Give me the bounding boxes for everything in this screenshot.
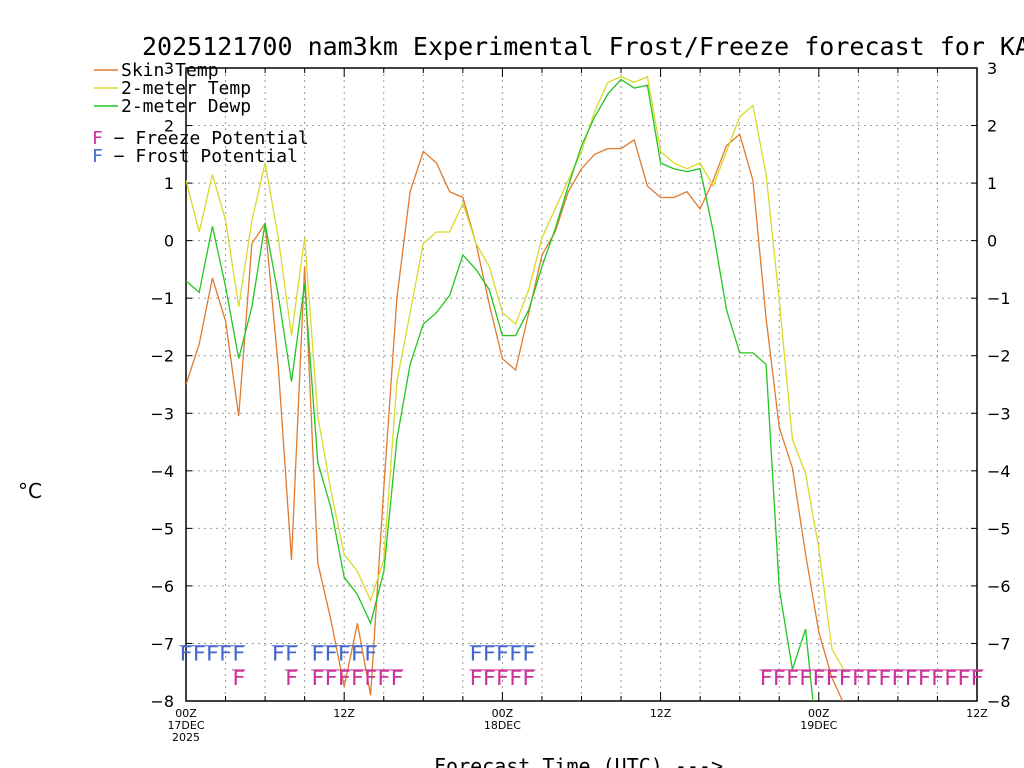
legend-potential-letter: F <box>92 146 103 167</box>
x-tick-label: 19DEC <box>800 719 837 732</box>
y-tick-label-left: −5 <box>150 519 174 538</box>
y-tick-label-right: −8 <box>987 692 1011 711</box>
potential-flags: FFFFF FF FFFFF FFFFFF F FFFFFFF FFFFF FFFFFFFFF… <box>179 642 984 690</box>
freeze-flag-run: F <box>232 666 245 690</box>
series-line-2-meter-temp <box>186 75 846 673</box>
x-tick-label: 18DEC <box>484 719 521 732</box>
x-tick-label: 00Z <box>175 707 197 720</box>
legend-potential: F − Freeze Potential <box>92 128 309 149</box>
y-tick-label-left: −8 <box>150 692 174 711</box>
y-tick-label-left: 1 <box>164 174 174 193</box>
y-tick-label-left: −6 <box>150 577 174 596</box>
x-tick-label: 12Z <box>966 707 988 720</box>
x-tick-label: 17DEC <box>167 719 204 732</box>
legend-potential-label: − Frost Potential <box>103 146 298 167</box>
legend-potential-label: − Freeze Potential <box>103 128 309 149</box>
y-tick-label-right: −7 <box>987 634 1011 653</box>
y-tick-label-right: −5 <box>987 519 1011 538</box>
y-tick-label-left: −4 <box>150 462 174 481</box>
y-tick-label-right: 0 <box>987 232 997 251</box>
y-axis-label: °C <box>18 479 42 503</box>
series-line-skin-temp <box>186 133 844 701</box>
legend-potential-letter: F <box>92 128 103 149</box>
series-line-2-meter-dewp <box>186 78 814 701</box>
y-tick-label-left: −1 <box>150 289 174 308</box>
legend-potential: F − Frost Potential <box>92 146 298 167</box>
y-tick-label-left: −2 <box>150 347 174 366</box>
y-tick-label-right: 2 <box>987 117 997 136</box>
y-tick-label-right: −1 <box>987 289 1011 308</box>
axes: −8 −8 −7 −7 −6 −6 −5 −5 −4 −4 −3 −3 −2 −2 −1 −1 0 0 1 1 2 2 3 3… <box>150 59 1010 744</box>
x-tick-label: 12Z <box>650 707 672 720</box>
series-lines <box>186 75 846 701</box>
y-tick-label-right: −4 <box>987 462 1011 481</box>
legend-label: Skin Temp <box>121 60 219 81</box>
y-tick-label-right: 1 <box>987 174 997 193</box>
x-axis-label: Forecast Time (UTC) ---> <box>434 754 723 768</box>
y-tick-label-right: 3 <box>987 59 997 78</box>
legend-label: 2-meter Temp <box>121 78 251 99</box>
x-tick-label: 2025 <box>172 731 200 744</box>
legend-label: 2-meter Dewp <box>121 96 251 117</box>
chart-title: 2025121700 nam3km Experimental Frost/Fre… <box>142 32 1024 61</box>
y-tick-label-right: −3 <box>987 404 1011 423</box>
y-tick-label-left: 2 <box>164 117 174 136</box>
x-tick-label: 12Z <box>333 707 355 720</box>
y-tick-label-left: −7 <box>150 634 174 653</box>
y-tick-label-left: −3 <box>150 404 174 423</box>
y-tick-label-left: 3 <box>164 59 174 78</box>
x-tick-label: 00Z <box>808 707 830 720</box>
y-tick-label-right: −6 <box>987 577 1011 596</box>
freeze-flag-run: F <box>285 666 298 690</box>
y-tick-label-right: −2 <box>987 347 1011 366</box>
x-tick-label: 00Z <box>492 707 514 720</box>
y-tick-label-left: 0 <box>164 232 174 251</box>
